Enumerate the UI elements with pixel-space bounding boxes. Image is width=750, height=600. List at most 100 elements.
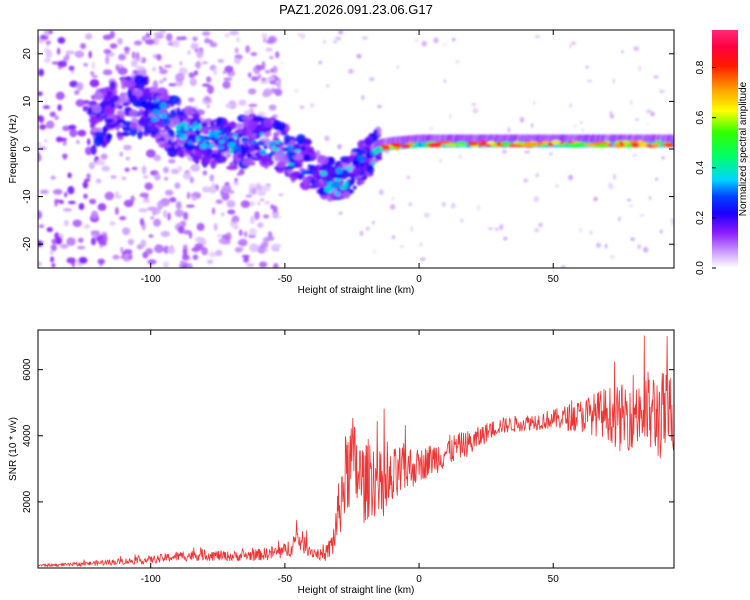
spectrogram-cell (399, 245, 404, 248)
spectrogram-cell (50, 256, 55, 263)
spectrogram-cell (159, 79, 164, 84)
spectrogram-cell (192, 112, 201, 120)
spectrogram-cell (201, 61, 208, 65)
spectrogram-cell (117, 67, 128, 75)
spectrogram-cell (232, 134, 238, 138)
spectrogram-cell (159, 129, 168, 133)
spectrogram-cell (242, 157, 254, 167)
spectrogram-cell (524, 150, 531, 154)
spectrogram-cell (180, 36, 187, 41)
spectrogram-cell (236, 36, 241, 43)
spectrogram-cell (164, 125, 170, 131)
spectrogram-cell (213, 67, 218, 76)
spectrogram-cell (182, 127, 189, 131)
spectrogram-cell (204, 37, 211, 44)
spectrogram-cell (227, 141, 236, 149)
spectrogram-cell (201, 137, 206, 144)
spectrogram-cell (167, 246, 176, 255)
spectrogram-cell (351, 148, 363, 153)
spectrogram-cell (287, 162, 295, 166)
colorbar-label: Normalized spectral amplitude (738, 81, 749, 216)
spectrogram-cell (241, 115, 254, 120)
spectrogram-cell (139, 208, 145, 213)
spectrogram-cell (264, 200, 271, 205)
spectrogram-cell (334, 178, 342, 182)
spectrogram-cell (97, 258, 106, 265)
spectrogram-cell (50, 175, 56, 180)
spectrogram-cell (237, 153, 244, 159)
spectrogram-cell (104, 118, 115, 123)
spectrogram-cell (140, 239, 147, 248)
snr-x-tick-label: -50 (278, 574, 293, 585)
snr-y-axis-label: SNR (10 * v/v) (8, 417, 19, 481)
spectrogram-cell (148, 234, 154, 238)
spectrogram-cell (250, 133, 257, 139)
spectrogram-cell (584, 143, 597, 147)
spectrogram-cell (655, 177, 659, 181)
spectrogram-cell (193, 70, 199, 76)
spectrogram-cell (142, 199, 151, 204)
spectrogram-cell (270, 204, 274, 210)
spectrogram-cell (261, 33, 268, 39)
spectrogram-cell (531, 123, 534, 128)
spectrogram-cell (110, 175, 117, 179)
snr-x-ticks: -100 -50 0 50 (141, 330, 559, 585)
spectrogram-cell (89, 198, 97, 205)
spectrogram-cell (325, 83, 330, 88)
spectrogram-cell (158, 66, 163, 70)
spectrogram-cell (192, 36, 198, 42)
spectrogram-cell (333, 40, 338, 43)
spectrogram-cell (109, 30, 115, 39)
spectrogram-cell (163, 209, 167, 219)
spectrogram-cell (90, 116, 99, 125)
spectrogram-cell (341, 158, 346, 164)
spectrogram-cell (487, 227, 494, 231)
spectrogram-cell (503, 143, 509, 147)
spectrogram-cell (145, 149, 156, 158)
spectrogram-cell (153, 32, 164, 37)
spectrogram-cell (549, 151, 553, 156)
spectrogram-cell (38, 210, 43, 220)
spectrogram-cell (251, 139, 257, 145)
spectrogram-cell (115, 64, 120, 71)
spectrogram-cell (222, 81, 231, 89)
spectrogram-cell (467, 141, 479, 146)
spectrogram-cell (665, 143, 674, 147)
spectrogram-cell (88, 50, 92, 59)
spectrogram-cell (580, 120, 583, 125)
spectrogram-cell (359, 230, 364, 237)
spectrogram-cell (130, 59, 138, 68)
spectrogram-cell (168, 158, 176, 164)
spectrogram-cell (419, 242, 423, 247)
spectrogram-cell (248, 88, 257, 95)
spectrogram-cell (217, 59, 224, 63)
spectrogram-cell (178, 67, 188, 75)
spectrogram-cell (204, 95, 211, 103)
spectrogram-cell (127, 238, 134, 246)
spectrogram-cell (120, 131, 131, 137)
spectrogram-cell (247, 72, 252, 78)
spectrogram-cell (392, 235, 395, 240)
spectrogram-cell (60, 137, 67, 142)
spectrogram-cell (630, 142, 640, 148)
spectrogram-cell (222, 70, 226, 74)
spectrogram-cell (223, 126, 232, 134)
spectrogram-cell (269, 55, 274, 60)
spectrogram-cell (112, 254, 120, 260)
spectrogram-cell (472, 107, 479, 114)
spectrogram-cell (299, 105, 305, 110)
spectrogram-cell (85, 146, 93, 156)
spectrogram-cell (57, 37, 66, 44)
spectrogram-y-tick-label: -20 (22, 237, 33, 252)
spectrogram-cell (234, 47, 239, 54)
spectrogram-cell (179, 61, 183, 66)
spectrogram-cell (278, 193, 284, 196)
spectrogram-cell (327, 181, 333, 189)
spectrogram-cell (345, 173, 357, 178)
spectrogram-cell (66, 257, 76, 264)
spectrogram-cell (135, 65, 146, 71)
spectrogram-cell (243, 118, 249, 125)
chart-title: PAZ1.2026.091.23.06.G17 (279, 2, 433, 17)
spectrogram-cell (633, 46, 640, 52)
